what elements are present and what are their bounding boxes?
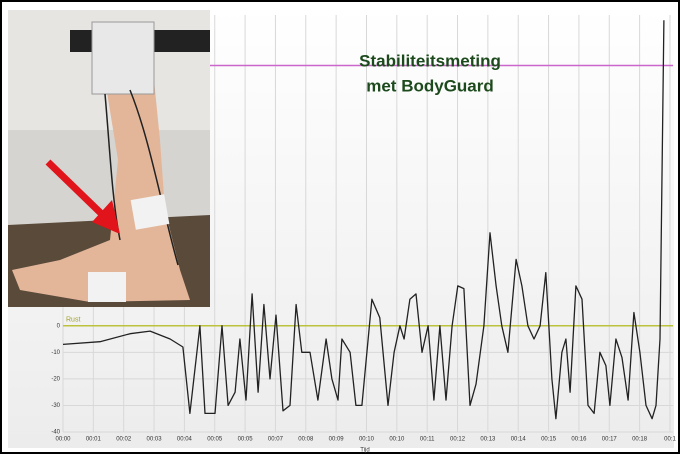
x-tick-label: 00:05 <box>207 437 223 443</box>
x-tick-label: 00:15 <box>541 437 557 443</box>
x-axis-label: Tijd <box>360 448 369 454</box>
x-tick-label: 00:10 <box>359 437 375 443</box>
x-tick-label: 00:04 <box>177 437 193 443</box>
y-tick-label: -40 <box>51 430 60 436</box>
x-tick-label: 00:18 <box>632 437 648 443</box>
x-tick-label: 00:11 <box>420 437 435 443</box>
x-tick-label: 00:00 <box>55 437 71 443</box>
x-tick-label: 00:12 <box>450 437 466 443</box>
y-tick-label: -20 <box>51 376 60 382</box>
chart-title: Stabiliteitsmeting <box>359 51 501 70</box>
y-tick-label: -30 <box>51 403 60 409</box>
x-tick-label: 00:09 <box>329 437 345 443</box>
x-tick-label: 00:13 <box>480 437 496 443</box>
y-tick-label: -10 <box>51 350 60 356</box>
photo <box>8 10 210 307</box>
chart: Stabiliteitsmeting met BodyGuard Tijd -4… <box>0 0 680 454</box>
x-tick-label: 00:14 <box>511 437 527 443</box>
x-tick-label: 00:16 <box>571 437 587 443</box>
chart-subtitle: met BodyGuard <box>366 76 494 95</box>
x-tick-label: 00:01 <box>86 437 102 443</box>
x-tick-label: 00:17 <box>602 437 618 443</box>
x-tick-label: 00:1 <box>664 437 676 443</box>
x-tick-label: 00:10 <box>389 437 405 443</box>
x-tick-label: 00:03 <box>147 437 163 443</box>
reference-label: Rust <box>66 317 80 324</box>
x-tick-label: 00:08 <box>298 437 314 443</box>
x-tick-label: 00:07 <box>268 437 284 443</box>
x-tick-label: 00:02 <box>116 437 132 443</box>
x-tick-label: 00:05 <box>238 437 254 443</box>
